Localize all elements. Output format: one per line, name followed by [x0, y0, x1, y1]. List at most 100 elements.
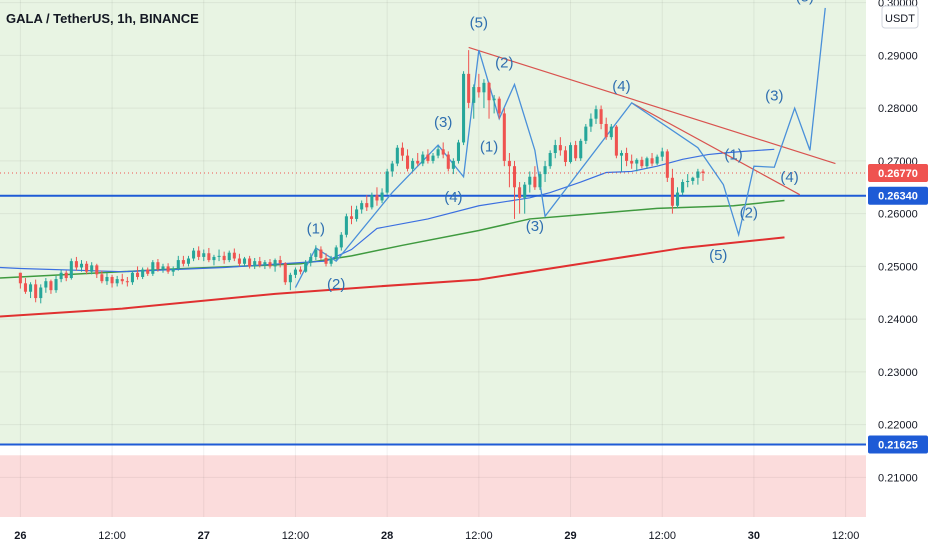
- candle[interactable]: [431, 152, 435, 164]
- candle-body[interactable]: [283, 263, 287, 283]
- candle[interactable]: [85, 261, 89, 275]
- candle[interactable]: [115, 275, 119, 287]
- candle-body[interactable]: [329, 258, 333, 264]
- candle-body[interactable]: [395, 147, 399, 164]
- candle[interactable]: [314, 245, 318, 261]
- candle[interactable]: [329, 255, 333, 267]
- candle[interactable]: [49, 279, 53, 294]
- candle[interactable]: [462, 71, 466, 146]
- candle[interactable]: [110, 274, 114, 288]
- candle[interactable]: [283, 262, 287, 285]
- candle[interactable]: [538, 171, 542, 190]
- candle[interactable]: [502, 108, 506, 167]
- candle-body[interactable]: [166, 266, 170, 272]
- candle[interactable]: [574, 140, 578, 161]
- candle[interactable]: [558, 137, 562, 156]
- candle-body[interactable]: [696, 171, 700, 178]
- candle-body[interactable]: [411, 160, 415, 169]
- candle[interactable]: [375, 187, 379, 206]
- candle-body[interactable]: [171, 268, 175, 272]
- candle-body[interactable]: [304, 262, 308, 272]
- candle[interactable]: [181, 255, 185, 267]
- candle-body[interactable]: [95, 265, 99, 275]
- candle-body[interactable]: [390, 163, 394, 172]
- candle[interactable]: [482, 79, 486, 109]
- candle-body[interactable]: [207, 253, 211, 261]
- candle-body[interactable]: [553, 145, 557, 153]
- candle-body[interactable]: [79, 263, 84, 268]
- candle-body[interactable]: [339, 234, 343, 248]
- candle[interactable]: [95, 263, 99, 279]
- candle[interactable]: [400, 142, 404, 161]
- candle[interactable]: [207, 247, 211, 263]
- candle[interactable]: [456, 139, 460, 164]
- candle[interactable]: [349, 205, 354, 225]
- candle-body[interactable]: [655, 156, 659, 164]
- candle-body[interactable]: [594, 109, 598, 119]
- candle[interactable]: [334, 245, 338, 261]
- candle[interactable]: [441, 142, 445, 159]
- candle[interactable]: [436, 146, 440, 159]
- candle-body[interactable]: [146, 269, 150, 274]
- candle-body[interactable]: [645, 158, 649, 167]
- candle-body[interactable]: [176, 260, 180, 269]
- candle-body[interactable]: [512, 166, 517, 188]
- candle-body[interactable]: [105, 276, 109, 282]
- candle[interactable]: [599, 105, 603, 130]
- candle-body[interactable]: [125, 281, 129, 283]
- candle[interactable]: [217, 249, 221, 262]
- candle-body[interactable]: [258, 261, 262, 266]
- candle-body[interactable]: [619, 152, 624, 156]
- candle[interactable]: [406, 149, 410, 172]
- candle[interactable]: [625, 147, 629, 167]
- candle-body[interactable]: [299, 269, 303, 272]
- candle[interactable]: [344, 213, 348, 238]
- candle-body[interactable]: [197, 250, 201, 257]
- candle-body[interactable]: [507, 160, 511, 167]
- candle-body[interactable]: [242, 258, 247, 264]
- candle[interactable]: [630, 154, 634, 169]
- candle-body[interactable]: [675, 192, 680, 206]
- candle-body[interactable]: [589, 118, 593, 127]
- candle[interactable]: [237, 253, 241, 267]
- candle-body[interactable]: [202, 253, 206, 257]
- currency-button-label[interactable]: USDT: [885, 13, 915, 25]
- candle[interactable]: [222, 251, 226, 264]
- candle[interactable]: [23, 278, 27, 294]
- candle-body[interactable]: [436, 149, 440, 156]
- candle[interactable]: [660, 147, 664, 161]
- candle-body[interactable]: [237, 258, 241, 264]
- candle[interactable]: [416, 152, 420, 167]
- candle-body[interactable]: [120, 279, 124, 282]
- candle[interactable]: [212, 254, 216, 266]
- candle[interactable]: [390, 160, 394, 177]
- candle[interactable]: [701, 169, 705, 181]
- candle[interactable]: [79, 260, 84, 272]
- candle-body[interactable]: [477, 87, 481, 93]
- candle[interactable]: [293, 267, 297, 279]
- candle[interactable]: [141, 267, 145, 280]
- candle[interactable]: [579, 138, 583, 161]
- candle[interactable]: [487, 81, 491, 119]
- candle-body[interactable]: [324, 257, 328, 264]
- candle[interactable]: [665, 149, 669, 183]
- candle-body[interactable]: [29, 284, 33, 292]
- candle-body[interactable]: [599, 109, 603, 124]
- candle-body[interactable]: [136, 272, 140, 277]
- candle[interactable]: [686, 174, 690, 188]
- candle-body[interactable]: [64, 272, 68, 279]
- candle[interactable]: [186, 255, 191, 267]
- candle-body[interactable]: [39, 287, 43, 299]
- candle-body[interactable]: [181, 260, 185, 264]
- candle-body[interactable]: [492, 98, 496, 101]
- candle-body[interactable]: [54, 279, 58, 291]
- candle-body[interactable]: [227, 252, 231, 261]
- candle[interactable]: [696, 168, 700, 185]
- candle-body[interactable]: [569, 145, 573, 162]
- candle[interactable]: [528, 171, 532, 193]
- candle[interactable]: [385, 168, 389, 195]
- candle-body[interactable]: [523, 184, 527, 198]
- candle[interactable]: [136, 266, 140, 280]
- candle-body[interactable]: [268, 262, 272, 267]
- candle[interactable]: [477, 73, 481, 98]
